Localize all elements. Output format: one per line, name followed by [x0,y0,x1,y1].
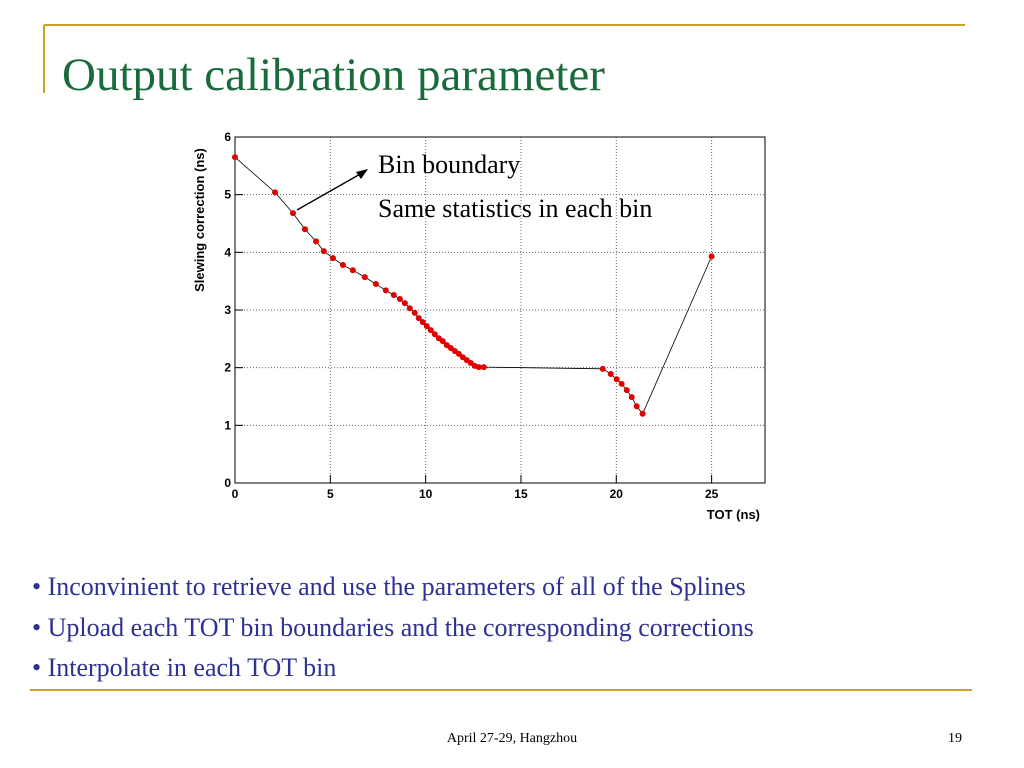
point [320,248,327,255]
point [599,365,606,372]
annotation-arrow [296,172,363,211]
point [628,394,635,401]
point [339,262,346,269]
annotation: Same statistics in each bin [378,194,652,223]
point [613,376,620,383]
y-tick-label: 2 [224,361,231,375]
y-tick-label: 3 [224,303,231,317]
point [396,296,403,303]
point [390,292,397,299]
chart: 0 5 10 15 20 25 0 1 2 3 4 5 6 [224,130,766,501]
arrow-head [356,169,368,179]
point [289,210,296,217]
bullet: • Upload each TOT bin boundaries and the… [32,613,754,642]
point [361,274,368,281]
point [439,338,446,345]
point [232,154,238,161]
point [607,371,614,378]
chart-background [185,128,775,523]
bullet: • Interpolate in each TOT bin [32,653,336,682]
point [431,331,438,338]
y-tick-label: 5 [224,188,231,202]
x-tick-label: 20 [610,487,624,501]
point [372,281,379,288]
point [618,380,625,387]
point [455,350,462,357]
point [480,364,487,371]
x-tick-label: 15 [514,487,528,501]
point [272,189,279,196]
bullet: • Inconvinient to retrieve and use the p… [32,572,746,601]
point [427,327,434,334]
point [401,300,408,307]
annotation: Bin boundary [378,150,520,179]
y-tick-label: 6 [224,130,231,144]
point [411,309,418,316]
point [382,287,389,294]
footer: April 27-29, Hangzhou [447,731,577,746]
slide-title: Output calibration parameter [62,49,605,101]
point [419,319,426,326]
x-tick-label: 0 [232,487,239,501]
point [415,315,422,322]
point [639,410,646,417]
y-axis-title: Slewing correction (ns) [192,148,207,292]
page-number: 19 [948,731,962,746]
point [329,255,336,262]
point [708,253,715,260]
point [475,364,482,371]
point [406,305,413,312]
x-tick-label: 10 [419,487,433,501]
y-tick-label: 4 [224,245,231,259]
y-tick-label: 0 [224,476,231,490]
y-tick-label: 1 [224,418,231,432]
x-tick-label: 5 [327,487,334,501]
point [623,387,630,394]
point [313,238,320,245]
plot-frame [234,136,766,484]
point [423,323,430,330]
x-tick-label: 25 [705,487,719,501]
point [633,403,640,410]
point [301,226,308,233]
point [349,267,356,274]
x-axis-title: TOT (ns) [707,507,760,522]
